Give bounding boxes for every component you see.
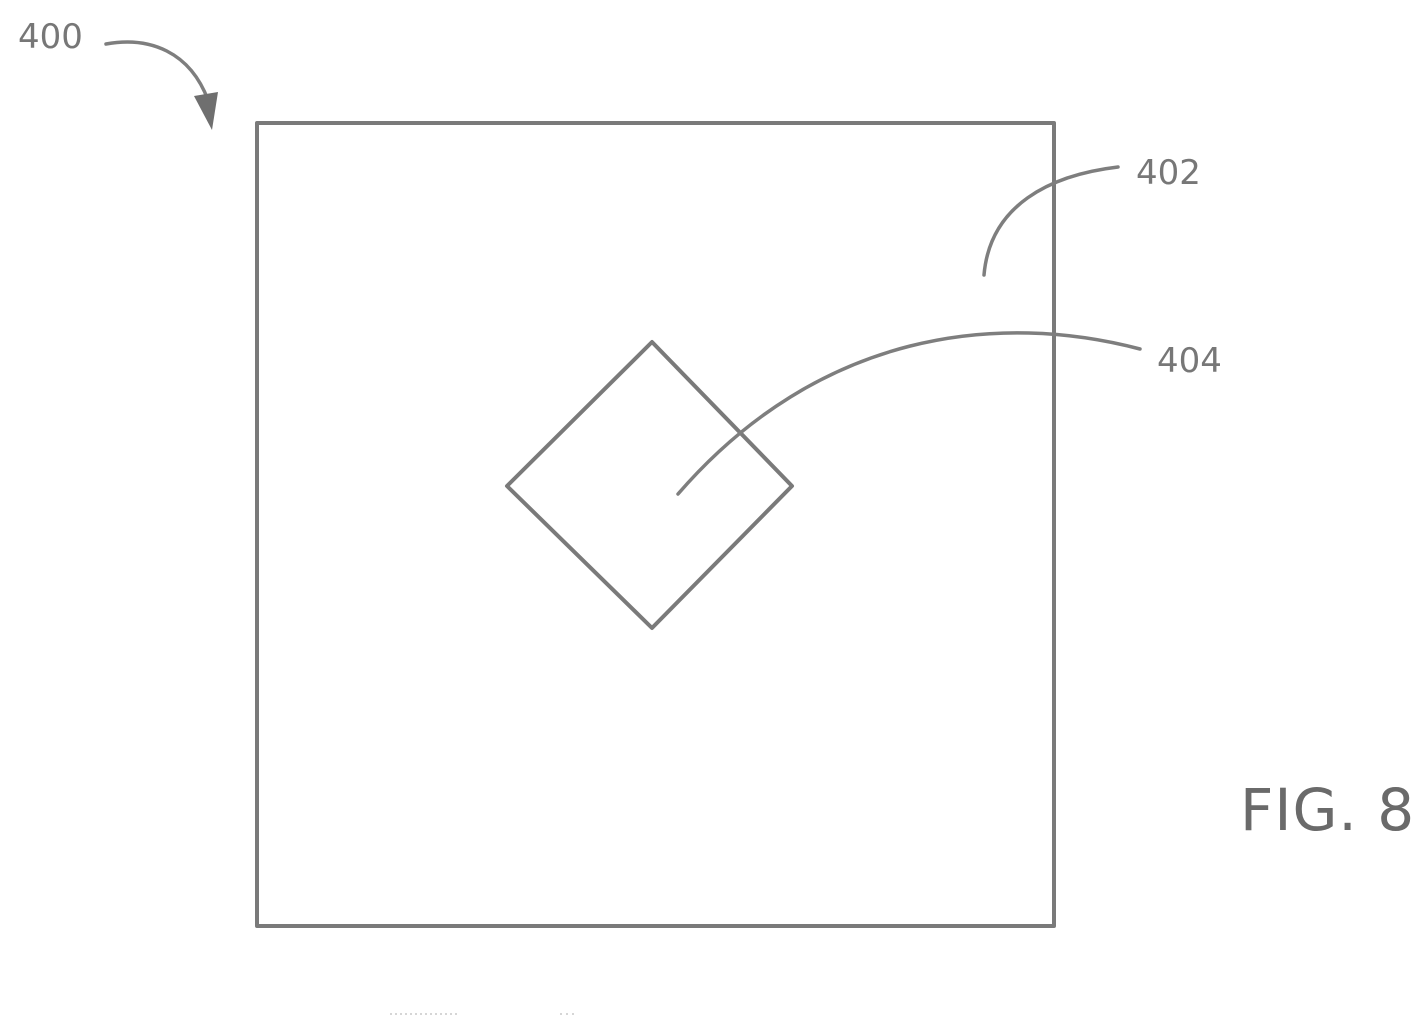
- figure-label: FIG. 8: [1240, 776, 1415, 844]
- inner-diamond-404: [507, 342, 792, 628]
- ref-label-400: 400: [18, 17, 83, 57]
- ref-label-404: 404: [1157, 341, 1222, 381]
- leader-line-402: [984, 167, 1118, 275]
- outer-frame-402: [257, 123, 1054, 926]
- ref-label-402: 402: [1136, 153, 1201, 193]
- leader-arrow-400: [106, 42, 208, 100]
- arrowhead-400: [194, 92, 218, 130]
- leader-line-404: [678, 333, 1140, 494]
